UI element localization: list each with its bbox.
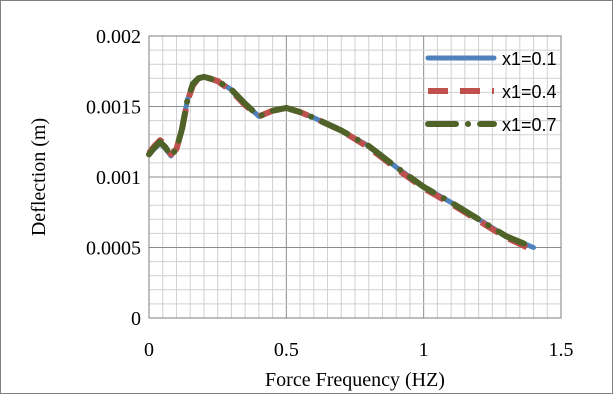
legend-label: x1=0.7 [502, 115, 557, 135]
series-line-3 [146, 73, 537, 251]
y-tick-label: 0.002 [96, 26, 141, 48]
y-tick-label: 0 [131, 308, 141, 330]
legend-label: x1=0.4 [502, 82, 557, 102]
series-group [146, 73, 537, 254]
x-axis-label: Force Frequency (HZ) [265, 369, 445, 391]
y-tick-label: 0.001 [96, 167, 141, 189]
tick-labels: 0 0.5 1 1.5 0 0.0005 0.001 0.0015 0.002 [86, 26, 574, 361]
plot-area-border [148, 35, 562, 319]
x-tick-label: 1 [419, 339, 429, 361]
x-tick-label: 0.5 [274, 339, 299, 361]
legend: x1=0.1 x1=0.4 x1=0.7 [425, 49, 557, 135]
x-tick-label: 1.5 [549, 339, 574, 361]
x-tick-label: 0 [144, 339, 154, 361]
y-tick-label: 0.0005 [86, 238, 141, 260]
y-tick-label: 0.0015 [86, 97, 141, 119]
legend-label: x1=0.1 [502, 49, 557, 69]
y-axis-label: Deflection (m) [28, 118, 50, 236]
